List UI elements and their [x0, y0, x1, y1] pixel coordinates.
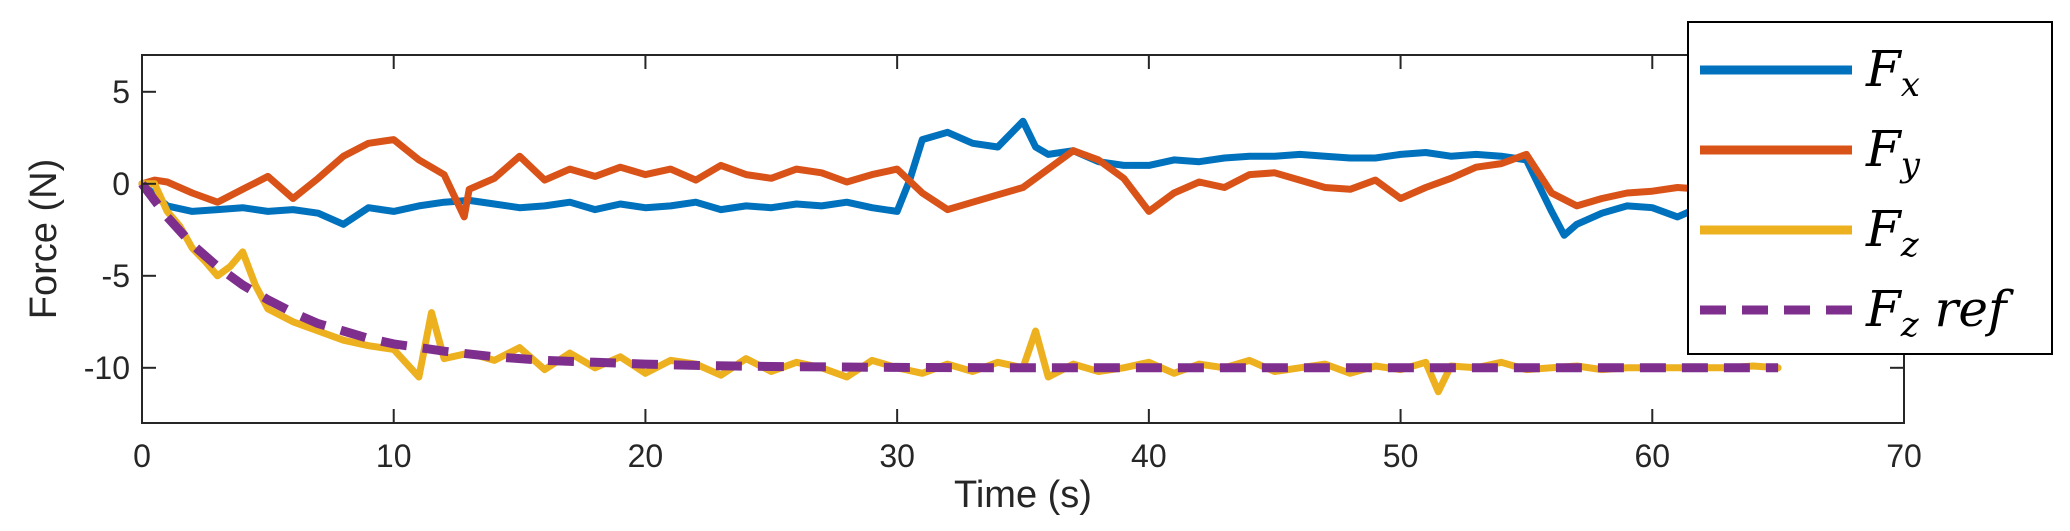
legend-label-z: Fz [1865, 200, 1920, 265]
x-tick-label: 0 [133, 438, 151, 474]
series-line-y [138, 136, 1782, 221]
x-tick-label: 50 [1383, 438, 1419, 474]
legend: Fx Fy Fz Fz ref [1687, 21, 2053, 355]
legend-box [1687, 21, 2053, 355]
series-line-z-ref [138, 181, 1779, 373]
legend-label-y: Fy [1865, 120, 1921, 185]
x-axis-label: Time (s) [954, 474, 1092, 516]
y-tick-label: 0 [112, 166, 130, 202]
y-tick-label: 5 [112, 74, 130, 110]
x-tick-label: 10 [376, 438, 412, 474]
y-tick-label: -10 [84, 350, 130, 386]
legend-label-z-ref: Fz ref [1865, 280, 2014, 345]
x-tick-label: 20 [628, 438, 664, 474]
series-line-x [138, 117, 1694, 239]
x-tick-label: 70 [1886, 438, 1922, 474]
x-tick-label: 60 [1634, 438, 1670, 474]
y-axis-label: Force (N) [23, 159, 65, 319]
series-layer [138, 117, 1782, 396]
y-tick-label: -5 [102, 258, 130, 294]
x-tick-label: 40 [1131, 438, 1167, 474]
legend-label-x: Fx [1865, 40, 1920, 105]
x-tick-label: 30 [879, 438, 915, 474]
